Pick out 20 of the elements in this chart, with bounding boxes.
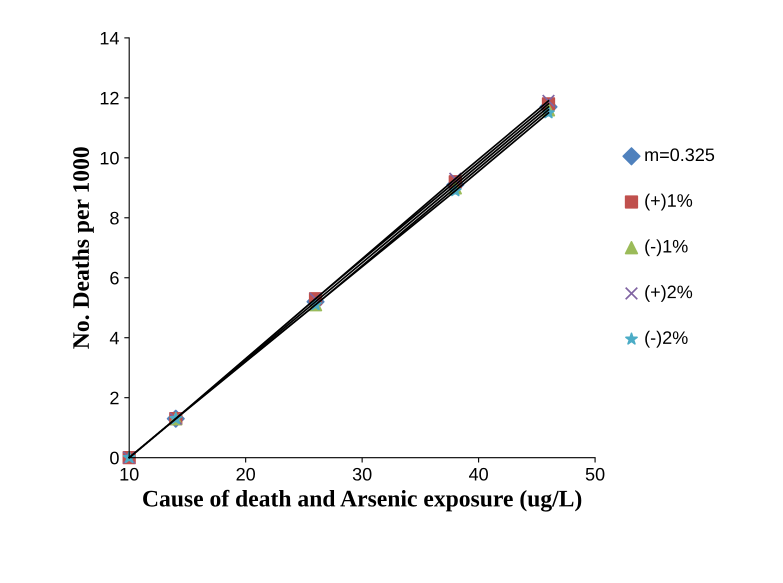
y-tick-label: 0 bbox=[110, 452, 119, 464]
y-tick-label: 4 bbox=[110, 332, 119, 344]
x-tick-label: 30 bbox=[352, 468, 372, 481]
legend-label: (+)1% bbox=[645, 194, 692, 210]
legend-label: (-)2% bbox=[645, 330, 688, 348]
y-tick-label: 14 bbox=[100, 32, 119, 44]
y-tick-label: 10 bbox=[100, 152, 119, 165]
x-tick-label: 20 bbox=[236, 468, 256, 481]
y-axis-title: No. Deaths per 1000 bbox=[72, 147, 94, 349]
y-tick-label: 2 bbox=[110, 392, 119, 404]
x-tick-label: 10 bbox=[120, 468, 139, 481]
y-tick-label: 12 bbox=[100, 92, 119, 104]
legend-label: (+)2% bbox=[645, 285, 692, 302]
legend-label: m=0.325 bbox=[645, 148, 714, 162]
x-axis-title: Cause of death and Arsenic exposure (ug/L) bbox=[143, 490, 582, 512]
x-tick-label: 40 bbox=[468, 468, 488, 481]
legend-label: (-)1% bbox=[645, 239, 688, 256]
x-tick-label: 50 bbox=[586, 468, 604, 481]
y-tick-label: 6 bbox=[110, 272, 119, 284]
y-tick-label: 8 bbox=[110, 212, 119, 225]
